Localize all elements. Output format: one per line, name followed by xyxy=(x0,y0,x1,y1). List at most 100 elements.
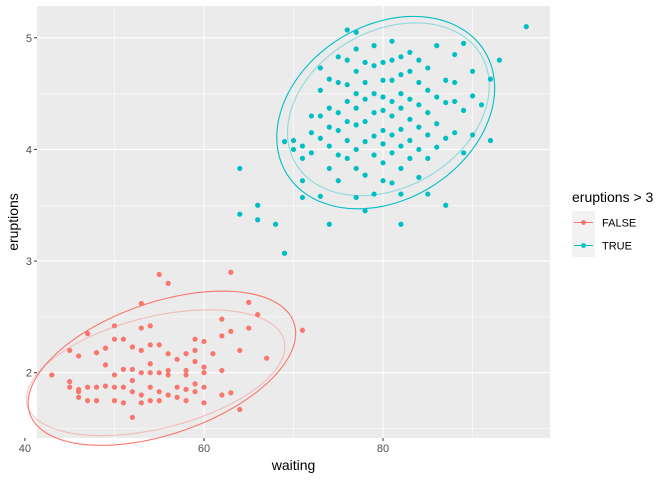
point-true xyxy=(398,165,404,172)
ellipse-false-t xyxy=(25,309,286,437)
point-false xyxy=(147,398,153,404)
point-true xyxy=(255,202,261,208)
point-true xyxy=(416,102,422,108)
point-true xyxy=(281,139,288,145)
point-false xyxy=(76,386,82,393)
point-true xyxy=(326,221,332,227)
grid-minor xyxy=(37,6,550,438)
y-axis-ticks: 2 3 4 5 xyxy=(26,33,37,380)
point-true xyxy=(398,54,404,60)
point-true xyxy=(398,191,404,197)
ellipse-layer xyxy=(25,15,496,446)
point-true xyxy=(380,127,386,134)
point-true xyxy=(398,126,404,132)
point-false xyxy=(264,355,270,361)
point-false xyxy=(84,331,91,337)
point-true xyxy=(407,137,413,144)
point-true xyxy=(389,150,395,156)
point-true xyxy=(237,165,243,172)
point-true xyxy=(353,29,359,35)
point-true xyxy=(362,118,368,125)
point-false xyxy=(138,392,144,398)
point-false xyxy=(120,366,126,372)
point-false xyxy=(129,366,135,372)
point-true xyxy=(362,96,368,102)
point-true xyxy=(281,250,288,256)
point-false xyxy=(76,353,82,359)
point-true xyxy=(299,143,306,149)
point-false xyxy=(138,325,144,331)
point-true xyxy=(469,132,476,138)
point-true xyxy=(317,113,323,119)
point-false xyxy=(67,384,73,390)
point-true xyxy=(407,96,413,102)
point-true xyxy=(478,102,485,108)
point-true xyxy=(317,65,323,71)
y-tick-label: 5 xyxy=(26,33,32,45)
point-true xyxy=(371,133,377,139)
point-false xyxy=(147,384,153,390)
point-false xyxy=(246,299,252,305)
point-true xyxy=(407,116,413,122)
point-true xyxy=(380,178,386,184)
point-true xyxy=(443,202,449,208)
point-true xyxy=(380,59,386,65)
point-false xyxy=(219,333,225,339)
point-false xyxy=(156,389,162,395)
point-true xyxy=(380,94,386,100)
point-true xyxy=(335,79,341,86)
point-true xyxy=(362,172,368,178)
point-true xyxy=(335,152,341,158)
legend-key-true-point xyxy=(581,243,586,248)
point-false xyxy=(201,400,207,406)
point-true xyxy=(380,77,386,83)
point-false xyxy=(165,280,171,286)
legend-label-true: TRUE xyxy=(602,241,632,253)
point-true xyxy=(353,91,359,97)
point-true xyxy=(317,87,323,93)
point-false xyxy=(111,398,118,404)
point-true xyxy=(461,150,467,156)
point-false xyxy=(111,372,118,378)
point-false xyxy=(156,398,162,404)
point-true xyxy=(452,79,458,86)
point-true xyxy=(425,191,431,197)
point-false xyxy=(255,312,261,318)
point-false xyxy=(156,271,162,278)
point-true xyxy=(434,144,440,150)
legend-label-false: FALSE xyxy=(602,218,636,230)
point-true xyxy=(272,221,279,227)
point-true xyxy=(469,68,476,74)
point-true xyxy=(371,191,377,197)
point-true xyxy=(425,110,431,116)
point-true xyxy=(353,105,359,111)
point-false xyxy=(228,269,234,275)
point-true xyxy=(371,110,377,116)
y-axis-title: eruptions xyxy=(5,193,21,251)
point-true xyxy=(416,57,422,63)
point-true xyxy=(290,146,297,153)
point-true xyxy=(299,155,306,161)
ellipse-false-normal xyxy=(27,290,297,446)
point-true xyxy=(255,217,261,223)
point-false xyxy=(129,377,135,384)
legend-key-false-point xyxy=(581,220,586,225)
point-true xyxy=(290,137,297,144)
ellipse-true-t xyxy=(286,22,490,197)
point-true xyxy=(308,130,315,136)
point-true xyxy=(299,178,306,184)
point-true xyxy=(452,51,458,58)
point-true xyxy=(380,107,386,113)
x-axis-ticks: 40 60 80 xyxy=(19,438,389,455)
point-false xyxy=(147,361,153,367)
ellipse-true-normal xyxy=(276,15,496,210)
point-false xyxy=(299,327,306,333)
point-false xyxy=(174,384,180,390)
point-true xyxy=(389,113,395,119)
point-true xyxy=(389,38,395,44)
point-true xyxy=(371,91,377,97)
point-true xyxy=(362,79,368,86)
point-false xyxy=(228,390,234,396)
point-true xyxy=(434,94,440,100)
